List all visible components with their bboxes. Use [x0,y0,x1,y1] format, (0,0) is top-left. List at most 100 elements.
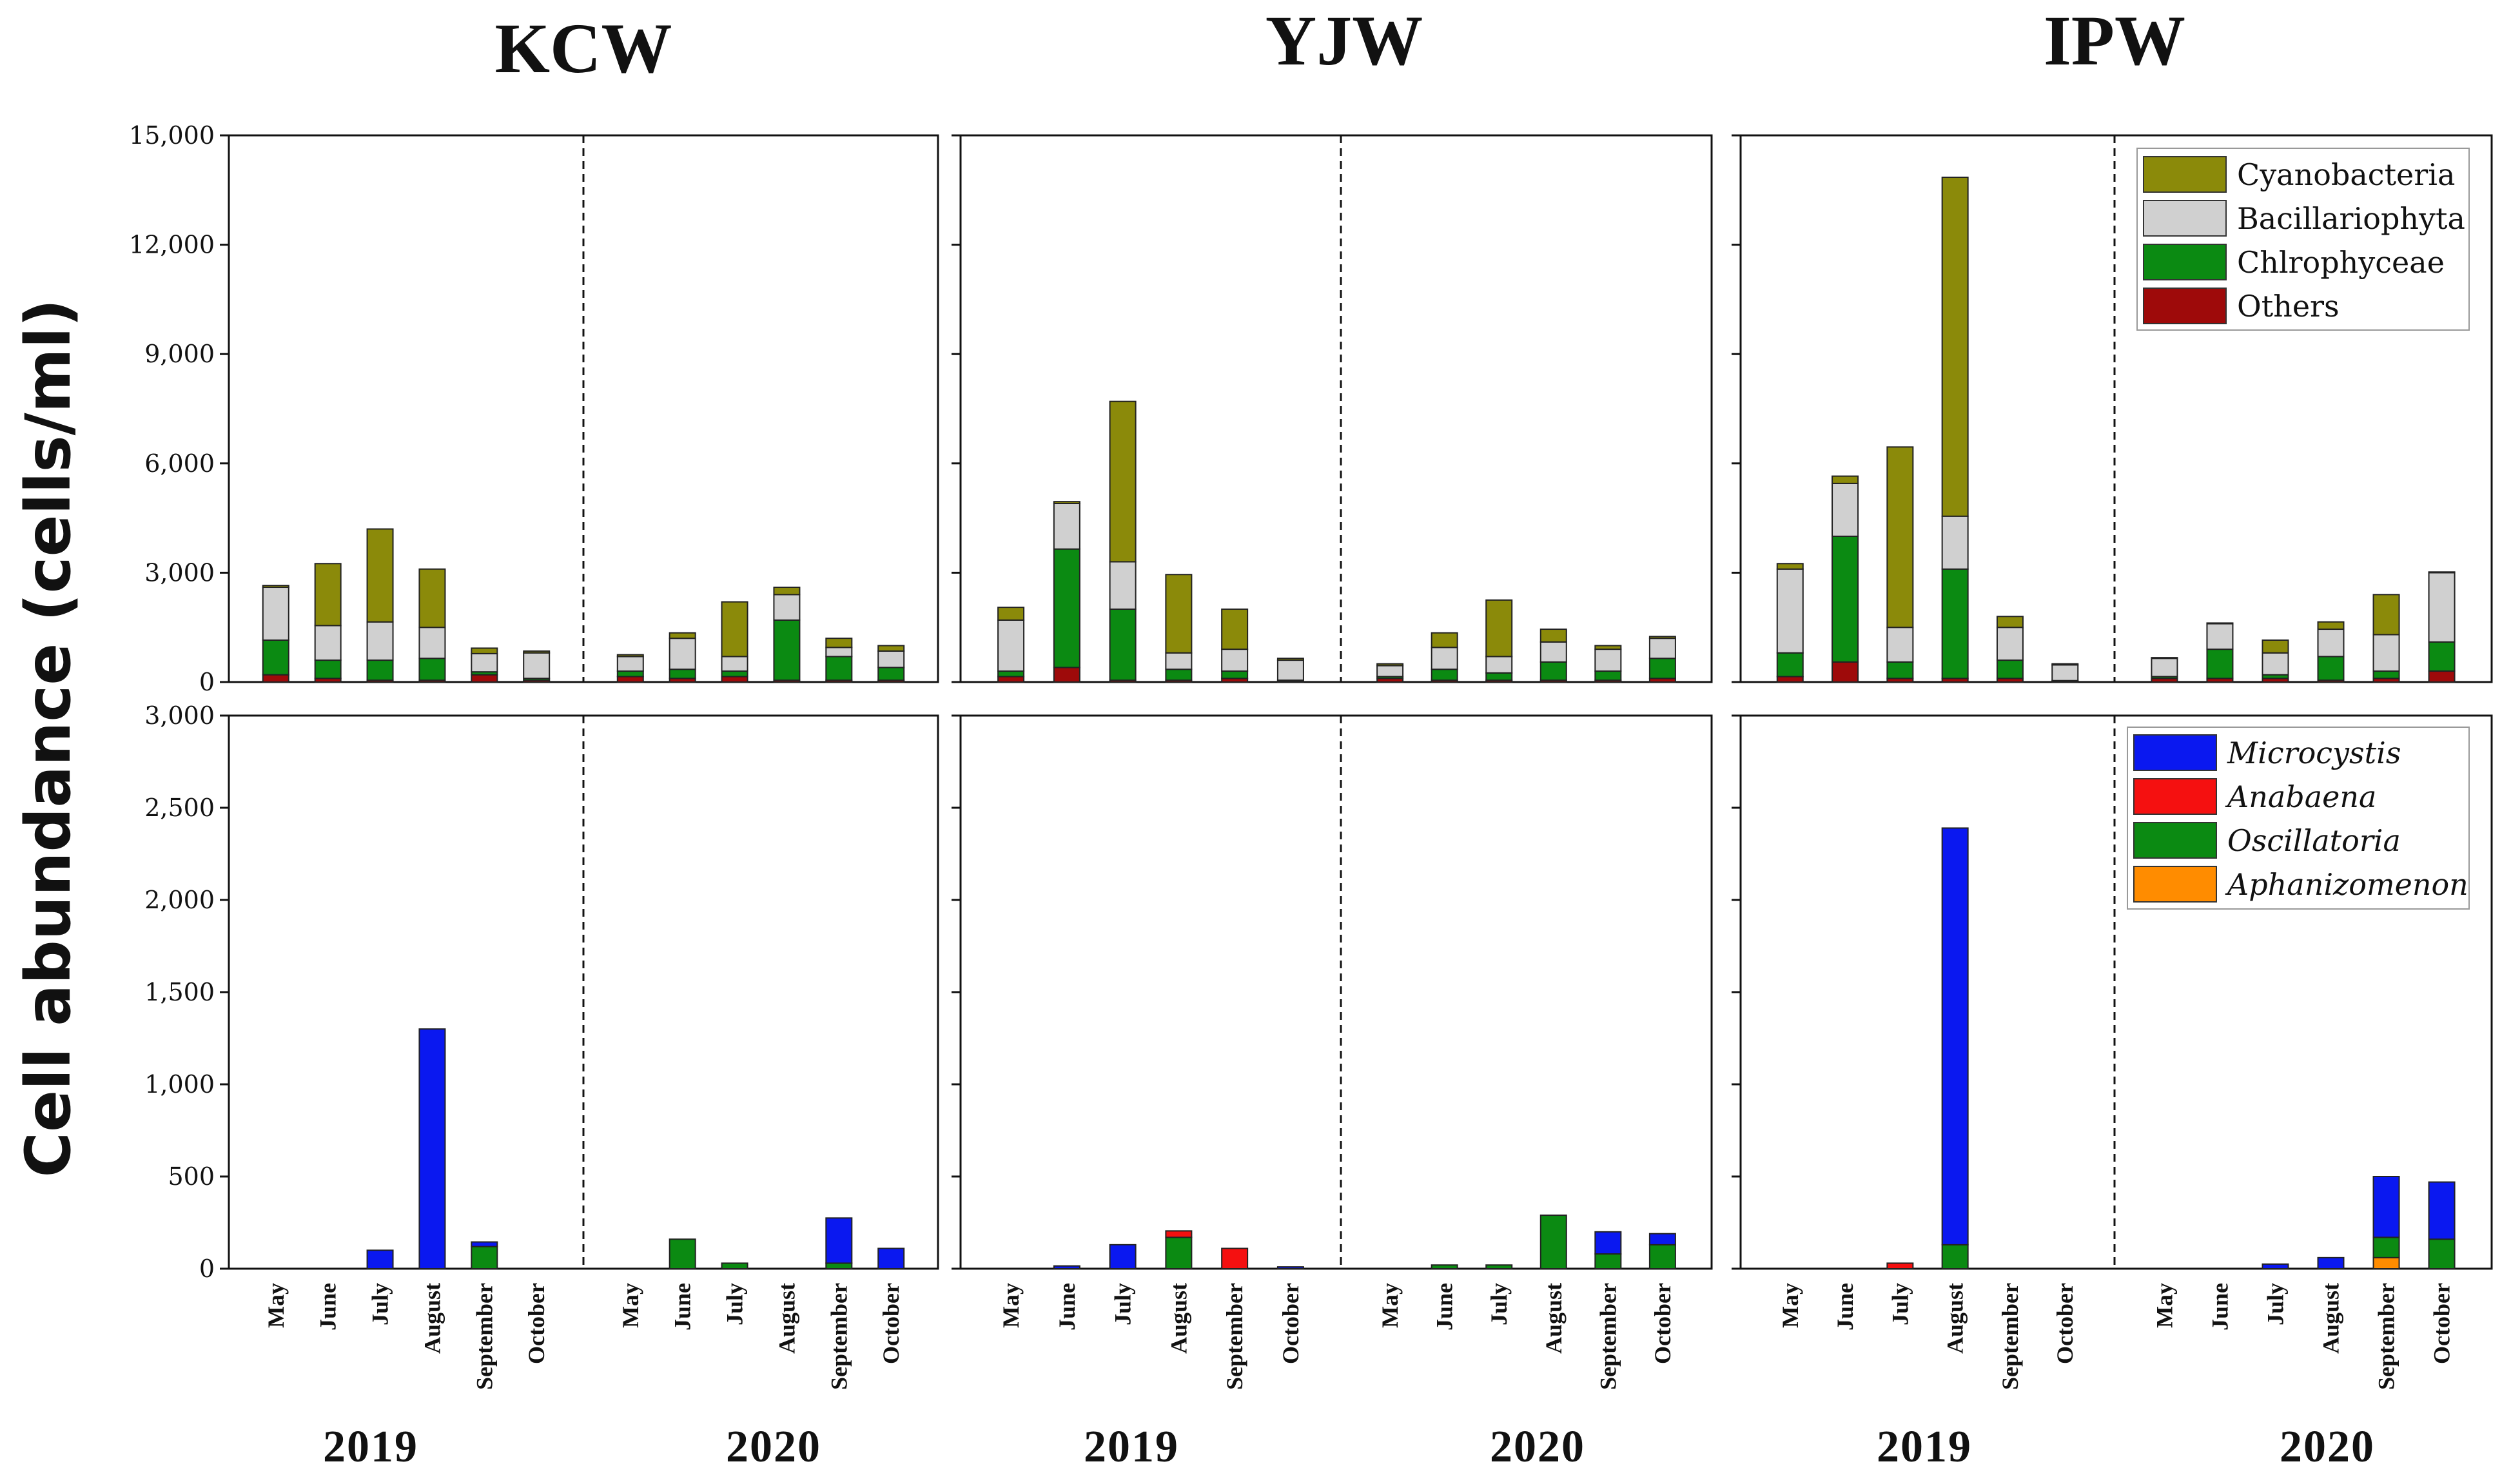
month-label: July [1887,1283,1913,1325]
bar-ipw-2020-september-microcystis [2372,1176,2400,1238]
month-label: August [774,1283,799,1354]
bar-yjw-2020-september-oscillatoria [1594,1253,1622,1269]
month-label: July [722,1283,748,1325]
bar-kcw-2019-may-chlrophyceae [262,639,289,676]
bar-yjw-2019-august-oscillatoria [1165,1236,1193,1270]
bar-ipw-2019-september-bacillariophyta [1996,627,2024,661]
bar-kcw-2019-june-bacillariophyta [314,625,342,661]
bar-ipw-2020-october-oscillatoria [2428,1238,2456,1269]
legend-swatch-anabaena [2133,778,2217,815]
month-label: September [826,1283,852,1390]
bar-ipw-2020-september-oscillatoria [2372,1236,2400,1258]
bar-ipw-2020-july-microcystis [2262,1263,2289,1269]
legend-label-anabaena: Anabaena [2225,779,2376,814]
month-label: September [1997,1283,2023,1390]
bar-ipw-2020-october-others [2428,670,2456,683]
bar-ipw-2020-june-chlrophyceae [2206,649,2234,679]
panel-kcw-row1: 0 3,000 6,000 9,000 12,000 15,000 [129,121,939,696]
bar-yjw-2019-august-cyanobacteria [1165,574,1193,654]
bar-ipw-2019-october-cyanobacteria [2051,663,2079,666]
legend-swatch-cyanobacteria [2143,156,2227,193]
bar-yjw-2020-august-bacillariophyta [1539,641,1567,663]
bar-kcw-2020-october-chlrophyceae [877,667,905,681]
bar-yjw-2019-august-chlrophyceae [1165,669,1193,681]
bar-kcw-2020-july-oscillatoria [721,1262,748,1270]
bar-kcw-2019-october-cyanobacteria [523,650,551,654]
bar-kcw-2020-july-chlrophyceae [721,670,748,678]
bar-yjw-2020-september-cyanobacteria [1594,645,1622,650]
bar-ipw-2019-august-chlrophyceae [1941,568,1969,679]
bar-ipw-2020-july-cyanobacteria [2262,639,2289,654]
bar-yjw-2019-july-cyanobacteria [1109,400,1137,563]
bar-ipw-2019-may-bacillariophyta [1776,568,1804,654]
year-label-yjw-2019: 2019 [1084,1422,1179,1472]
y-tick-label: 12,000 [129,231,215,259]
month-label: September [471,1283,497,1390]
month-label: August [419,1283,445,1354]
panel-frame [959,134,1713,683]
bar-yjw-2019-august-bacillariophyta [1165,652,1193,670]
month-label: May [1777,1283,1803,1328]
bar-yjw-2019-october-cyanobacteria [1276,658,1304,661]
bar-yjw-2019-may-others [997,676,1025,683]
legend-top: Cyanobacteria Bacillariophyta Chlrophyce… [2136,148,2470,331]
bar-kcw-2019-may-cyanobacteria [262,585,289,589]
bar-ipw-2019-september-chlrophyceae [1996,659,2024,679]
month-label: August [1942,1283,1968,1354]
bar-yjw-2019-september-chlrophyceae [1221,670,1249,679]
bar-yjw-2020-july-oscillatoria [1485,1264,1513,1270]
legend-swatch-chlrophyceae [2143,244,2227,280]
bar-ipw-2020-september-chlrophyceae [2372,670,2400,679]
legend-label-bacillariophyta: Bacillariophyta [2237,201,2465,236]
bar-ipw-2020-october-bacillariophyta [2428,572,2456,643]
bar-ipw-2019-may-others [1776,676,1804,683]
year-label-yjw-2020: 2020 [1490,1422,1585,1472]
bar-kcw-2019-august-microcystis [418,1028,446,1269]
month-label: June [1832,1283,1858,1331]
legend-label-oscillatoria: Oscillatoria [2227,823,2401,858]
bar-kcw-2019-september-bacillariophyta [471,652,498,673]
legend-swatch-others [2143,288,2227,324]
bar-kcw-2020-august-chlrophyceae [773,619,801,681]
month-label: October [1650,1283,1676,1364]
bar-yjw-2019-may-bacillariophyta [997,619,1025,672]
bar-yjw-2019-october-bacillariophyta [1276,659,1304,681]
y-tick-label: 500 [168,1162,215,1191]
bar-kcw-2019-august-bacillariophyta [418,627,446,659]
bar-yjw-2020-july-cyanobacteria [1485,599,1513,658]
month-label: June [1054,1283,1080,1331]
bar-yjw-2020-october-chlrophyceae [1648,658,1676,679]
bar-ipw-2019-june-others [1832,661,1859,683]
bar-yjw-2020-june-oscillatoria [1431,1264,1458,1270]
bar-kcw-2020-july-bacillariophyta [721,656,748,672]
month-label: June [315,1283,341,1331]
bar-ipw-2019-october-bacillariophyta [2051,664,2079,681]
bar-ipw-2019-september-cyanobacteria [1996,616,2024,629]
bar-yjw-2020-july-bacillariophyta [1485,656,1513,674]
y-tick-label: 3,000 [144,558,215,587]
month-label: August [2318,1283,2344,1354]
bar-kcw-2019-august-chlrophyceae [418,658,446,681]
y-tick-label: 0 [199,1255,215,1283]
bar-ipw-2020-august-bacillariophyta [2317,629,2345,658]
legend-label-cyanobacteria: Cyanobacteria [2237,157,2455,192]
bar-kcw-2020-may-chlrophyceae [616,670,644,678]
month-label: May [998,1283,1024,1328]
bar-kcw-2020-september-chlrophyceae [825,656,853,681]
month-label: September [1222,1283,1247,1390]
bar-kcw-2020-june-chlrophyceae [669,669,696,679]
bar-ipw-2020-august-microcystis [2317,1256,2345,1269]
bar-ipw-2020-august-cyanobacteria [2317,621,2345,630]
bar-ipw-2019-may-cyanobacteria [1776,563,1804,570]
bar-ipw-2020-september-bacillariophyta [2372,634,2400,672]
bar-yjw-2019-june-microcystis [1053,1265,1080,1269]
legend-swatch-aphanizomenon [2133,866,2217,903]
legend-bottom: Microcystis Anabaena Oscillatoria Aphani… [2127,727,2470,910]
panel-ipw-row2: May June July August September October May June… [1732,714,2493,1390]
bar-kcw-2020-june-bacillariophyta [669,638,696,670]
month-label: October [878,1283,904,1364]
bar-yjw-2019-september-cyanobacteria [1221,608,1249,650]
bar-yjw-2019-july-chlrophyceae [1109,608,1137,681]
